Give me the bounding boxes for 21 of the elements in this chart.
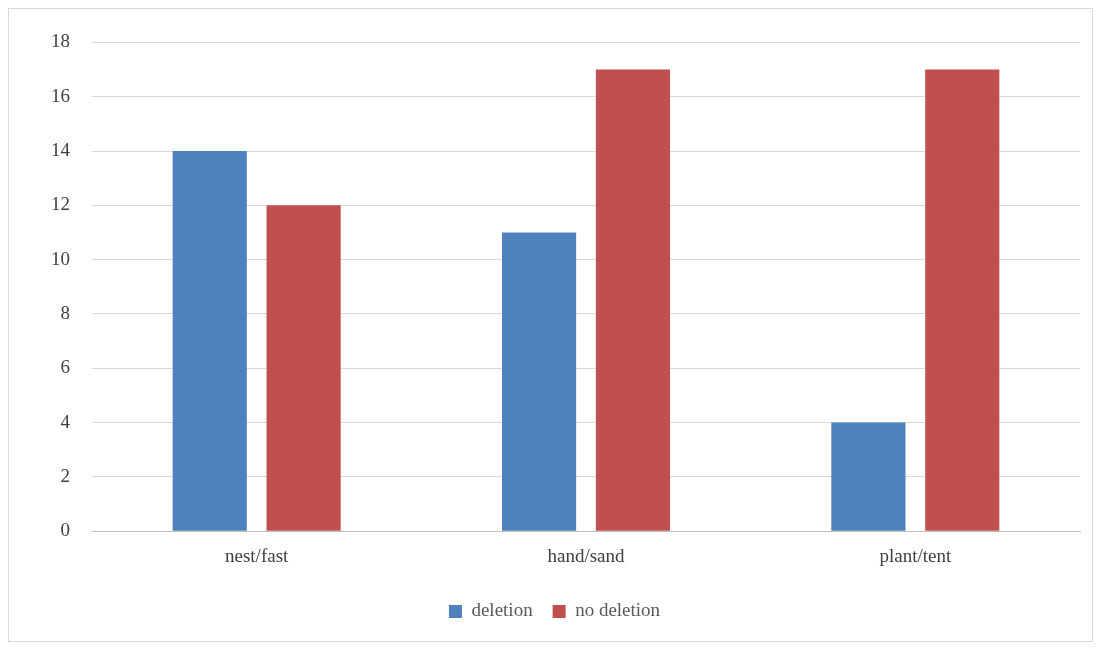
x-tick-label: nest/fast bbox=[225, 544, 290, 566]
y-tick-label: 10 bbox=[51, 247, 70, 269]
x-tick-label: hand/sand bbox=[547, 544, 626, 566]
y-tick-label: 12 bbox=[51, 193, 70, 215]
bar bbox=[266, 205, 341, 531]
y-tick-label: 18 bbox=[51, 30, 70, 52]
legend-label: no deletion bbox=[575, 599, 661, 621]
bar bbox=[172, 151, 247, 531]
y-tick-label: 0 bbox=[60, 519, 70, 541]
y-tick-label: 6 bbox=[60, 356, 70, 378]
bar bbox=[831, 422, 906, 531]
y-tick-label: 2 bbox=[60, 464, 70, 486]
x-tick-label: plant/tent bbox=[879, 544, 952, 566]
legend-label: deletion bbox=[471, 599, 534, 621]
y-tick-label: 14 bbox=[51, 139, 71, 161]
y-tick-label: 16 bbox=[51, 84, 70, 106]
y-tick-label: 8 bbox=[60, 301, 70, 323]
bar bbox=[595, 69, 671, 531]
y-tick-label: 4 bbox=[60, 410, 71, 432]
bar bbox=[925, 69, 1000, 531]
bar bbox=[502, 232, 577, 531]
